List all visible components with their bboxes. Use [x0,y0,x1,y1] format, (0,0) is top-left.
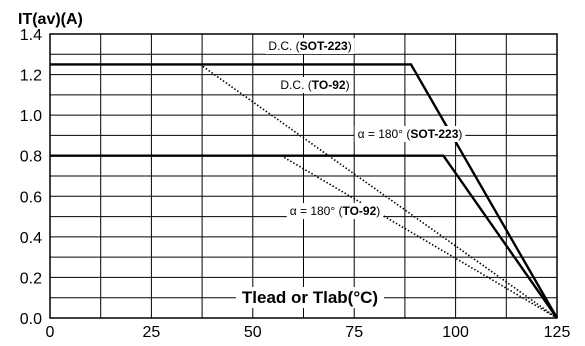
series-line [199,63,558,319]
series-annotation: D.C. (TO-92) [280,78,349,92]
y-tick-label: 1.2 [20,68,42,85]
y-tick-label: 1.0 [20,108,42,125]
x-tick-label: 100 [442,324,469,341]
plot-frame [49,33,558,319]
x-tick-label: 25 [143,324,161,341]
y-tick-label: 0.2 [20,270,42,287]
y-tick-label: 1.4 [20,27,42,44]
series-annotation: D.C. (SOT-223) [268,39,351,53]
y-tick-label: 0.6 [20,189,42,206]
y-tick-label: 0.8 [20,149,42,166]
annotation-background [277,77,353,93]
y-tick-label: 0.4 [20,230,42,247]
annotations: D.C. (SOT-223) D.C. (TO-92) α = 180° (SOT-… [265,38,466,219]
x-tick-label: 0 [46,324,55,341]
series-line [280,155,558,319]
y-axis-label: IT(av)(A) [18,11,83,28]
x-tick-label: 75 [345,324,363,341]
annotation-background [265,38,355,54]
annotation-background [286,203,384,219]
grid [49,33,558,319]
annotation-background [354,126,466,142]
series-annotation: α = 180° (SOT-223) [358,127,463,141]
y-tick-label: 0.0 [20,311,42,328]
x-tick-label: 125 [544,324,571,341]
x-tick-labels: 0 25 50 75 100 125 [46,324,571,341]
y-tick-labels: 0.0 0.2 0.4 0.6 0.8 1.0 1.2 1.4 [20,27,42,328]
x-axis-label-background [235,287,385,308]
x-tick-label: 50 [244,324,262,341]
series-line [50,63,559,319]
x-axis-label: Tlead or Tlab(°C) [242,288,378,307]
series-lines [50,63,559,319]
series-line [50,154,558,319]
series-annotation: α = 180° (TO-92) [290,204,381,218]
